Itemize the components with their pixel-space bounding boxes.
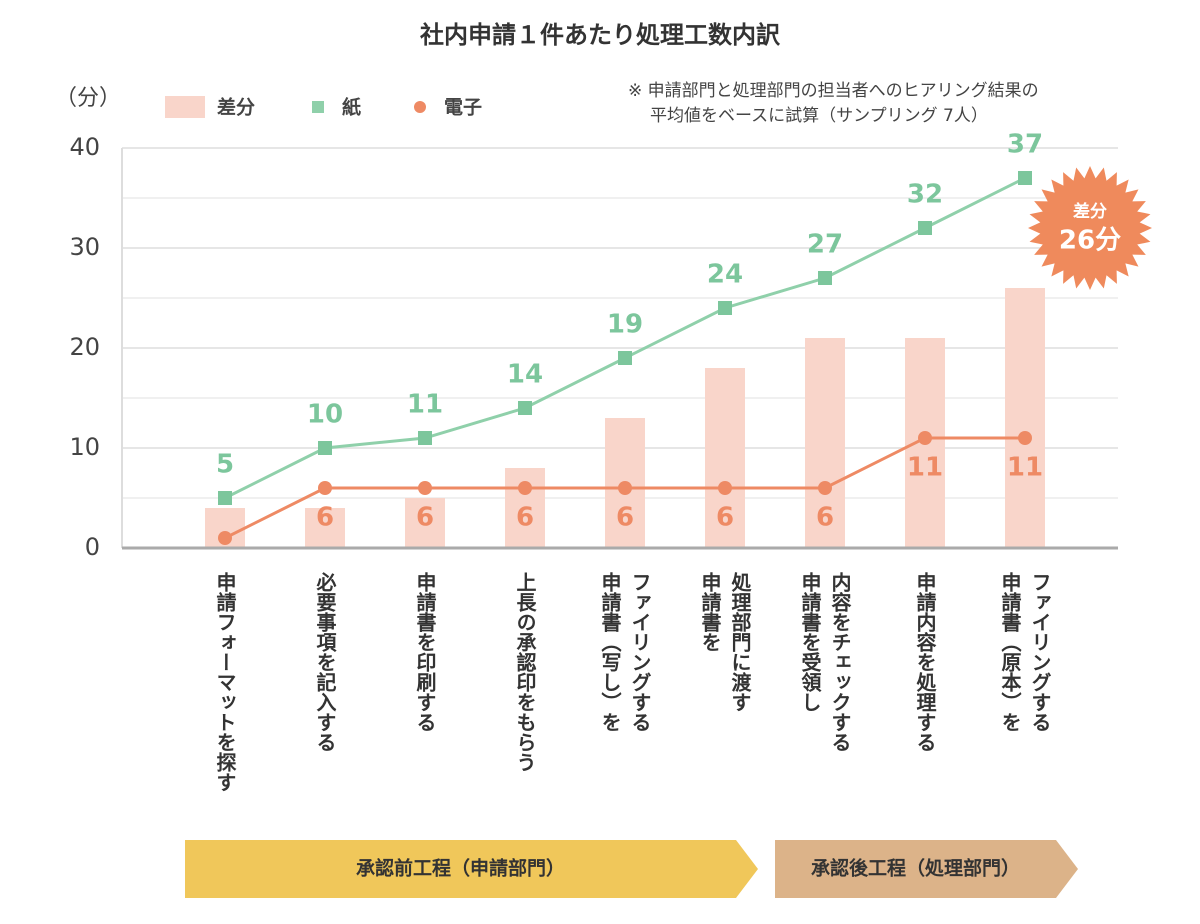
marker xyxy=(318,441,332,455)
bar xyxy=(1005,288,1045,548)
marker xyxy=(518,401,532,415)
legend-label: 電子 xyxy=(444,97,482,119)
data-label: 37 xyxy=(1007,130,1043,160)
data-label: 10 xyxy=(307,400,343,430)
marker xyxy=(818,271,832,285)
legend-swatch xyxy=(414,101,426,113)
marker xyxy=(218,531,232,545)
marker xyxy=(1018,171,1032,185)
x-tick-label: 上長の承認印をもらう xyxy=(513,572,537,772)
data-label: 27 xyxy=(807,230,843,260)
callout-value: 26分 xyxy=(1059,226,1121,256)
x-tick-label: 申請書を受領し xyxy=(798,571,822,712)
marker xyxy=(518,481,532,495)
x-tick-label: 内容をチェックする xyxy=(828,571,852,752)
x-tick-label: 申請書を xyxy=(698,571,722,652)
x-tick-label: 処理部門に渡す xyxy=(728,572,752,712)
legend-swatch xyxy=(312,101,324,113)
data-label: 6 xyxy=(416,503,434,533)
phase-label: 承認前工程（申請部門） xyxy=(356,857,565,880)
note: ※ 申請部門と処理部門の担当者へのヒアリング結果の xyxy=(628,81,1039,101)
marker xyxy=(418,481,432,495)
marker xyxy=(318,481,332,495)
marker xyxy=(718,301,732,315)
data-label: 6 xyxy=(316,503,334,533)
bar xyxy=(305,508,345,548)
legend-swatch xyxy=(165,96,205,118)
x-tick-label: ファイリングする xyxy=(1028,572,1052,732)
phase-arrow xyxy=(185,840,758,898)
data-label: 6 xyxy=(616,503,634,533)
data-label: 14 xyxy=(507,360,543,390)
x-tick-label: ファイリングする xyxy=(628,572,652,732)
data-label: 6 xyxy=(516,503,534,533)
data-label: 19 xyxy=(607,310,643,340)
x-tick-label: 申請書（写し）を xyxy=(598,571,622,732)
callout-burst xyxy=(1028,166,1152,290)
data-label: 24 xyxy=(707,260,743,290)
data-label: 11 xyxy=(907,453,943,483)
y-axis-label: （分） xyxy=(55,86,121,111)
y-tick-label: 10 xyxy=(69,433,100,461)
legend-label: 紙 xyxy=(342,96,361,119)
phase-label: 承認後工程（処理部門） xyxy=(811,857,1020,880)
data-label: 11 xyxy=(407,390,443,420)
marker xyxy=(418,431,432,445)
chart-title: 社内申請１件あたり処理工数内訳 xyxy=(420,21,781,49)
data-label: 6 xyxy=(816,503,834,533)
bar xyxy=(405,498,445,548)
marker xyxy=(718,481,732,495)
marker xyxy=(218,491,232,505)
data-label: 5 xyxy=(216,450,234,480)
y-tick-label: 30 xyxy=(69,233,100,261)
y-tick-label: 0 xyxy=(85,533,100,561)
bar xyxy=(705,368,745,548)
data-label: 11 xyxy=(1007,453,1043,483)
y-tick-label: 20 xyxy=(69,333,100,361)
marker xyxy=(918,221,932,235)
marker xyxy=(918,431,932,445)
note: 平均値をベースに試算（サンプリング 7人） xyxy=(650,106,988,126)
legend-label: 差分 xyxy=(217,96,255,119)
callout-label: 差分 xyxy=(1073,201,1107,222)
marker xyxy=(618,351,632,365)
x-tick-label: 申請内容を処理する xyxy=(913,571,937,752)
x-tick-label: 申請フォーマットを探す xyxy=(213,571,237,792)
data-label: 32 xyxy=(907,180,943,210)
marker xyxy=(618,481,632,495)
bar xyxy=(805,338,845,548)
marker xyxy=(818,481,832,495)
x-tick-label: 必要事項を記入する xyxy=(313,571,337,752)
y-tick-label: 40 xyxy=(69,133,100,161)
x-tick-label: 申請書（原本）を xyxy=(998,571,1022,732)
phase-arrow xyxy=(775,840,1078,898)
x-tick-label: 申請書を印刷する xyxy=(413,571,437,732)
data-label: 6 xyxy=(716,503,734,533)
marker xyxy=(1018,431,1032,445)
